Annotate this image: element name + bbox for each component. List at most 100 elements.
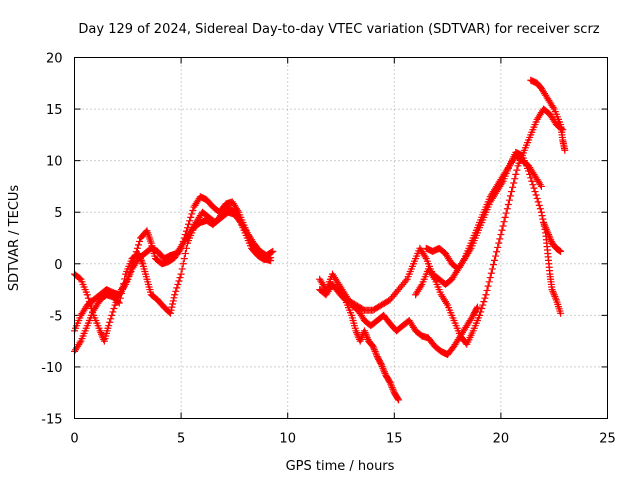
- data-point-interp: [109, 308, 117, 316]
- data-point-interp: [504, 200, 512, 208]
- data-point-interp: [189, 206, 197, 214]
- data-point: [557, 309, 565, 317]
- data-point-interp: [543, 227, 551, 235]
- data-point: [501, 213, 509, 221]
- data-point-interp: [532, 191, 540, 199]
- data-point-interp: [546, 234, 554, 242]
- series-sat-g: [412, 105, 567, 348]
- data-point-interp: [481, 294, 489, 302]
- series-sat-c: [71, 208, 277, 335]
- data-point-interp: [169, 300, 177, 308]
- data-point: [269, 247, 277, 255]
- data-point-interp: [494, 243, 502, 251]
- data-point: [356, 337, 364, 345]
- data-point-interp: [552, 294, 560, 302]
- data-point-interp: [84, 294, 92, 302]
- data-point-interp: [136, 237, 144, 245]
- series-sat-h: [422, 148, 565, 317]
- data-point-interp: [188, 210, 196, 218]
- data-point: [115, 299, 123, 307]
- data-point-interp: [175, 277, 183, 285]
- data-point-interp: [487, 269, 495, 277]
- data-point-interp: [484, 282, 492, 290]
- data-point-interp: [174, 280, 182, 288]
- data-point-interp: [486, 274, 494, 282]
- data-point-interp: [550, 291, 558, 299]
- data-point-interp: [477, 308, 485, 316]
- data-point-interp: [498, 226, 506, 234]
- data-point-interp: [379, 364, 387, 372]
- data-point-interp: [387, 382, 395, 390]
- data-point-interp: [421, 253, 429, 261]
- data-point-interp: [378, 363, 386, 371]
- series-sat-d: [316, 270, 481, 359]
- data-point-interp: [106, 318, 114, 326]
- data-point-interp: [133, 244, 141, 252]
- data-point-interp: [492, 252, 500, 260]
- data-point-interp: [536, 205, 544, 213]
- data-point-interp: [513, 166, 521, 174]
- data-point: [386, 378, 394, 386]
- data-point-interp: [541, 222, 549, 230]
- y-tick-label: 0: [54, 258, 62, 273]
- data-point-interp: [499, 222, 507, 230]
- data-point-interp: [363, 334, 371, 342]
- data-point: [540, 219, 548, 227]
- data-point-interp: [377, 359, 385, 367]
- data-point-interp: [394, 395, 402, 403]
- data-point: [177, 270, 185, 278]
- data-point-interp: [268, 248, 276, 256]
- data-point-interp: [172, 287, 180, 295]
- data-point: [360, 327, 368, 335]
- data-point-interp: [506, 192, 514, 200]
- data-point-interp: [370, 346, 378, 354]
- data-point-interp: [529, 181, 537, 189]
- data-point: [561, 146, 569, 154]
- y-tick-label: -10: [41, 361, 62, 376]
- data-point-interp: [533, 194, 541, 202]
- data-point-interp: [363, 332, 371, 340]
- data-point: [548, 286, 556, 294]
- data-point-interp: [505, 196, 513, 204]
- data-point-interp: [538, 212, 546, 220]
- data-point-interp: [362, 330, 370, 338]
- data-point-interp: [76, 339, 84, 347]
- data-point-interp: [480, 298, 488, 306]
- data-point-interp: [503, 205, 511, 213]
- data-point-interp: [491, 256, 499, 264]
- data-point-interp: [535, 201, 543, 209]
- data-point: [537, 208, 545, 216]
- data-point-interp: [500, 218, 508, 226]
- x-tick-label: 15: [386, 432, 403, 447]
- data-point-interp: [510, 179, 518, 187]
- data-point: [96, 327, 104, 335]
- data-point: [171, 291, 179, 299]
- data-point-interp: [371, 347, 379, 355]
- data-point-interp: [173, 284, 181, 292]
- data-point-interp: [479, 301, 487, 309]
- data-point-interp: [176, 274, 184, 282]
- data-point: [369, 342, 377, 350]
- data-point-interp: [389, 385, 397, 393]
- data-point: [495, 239, 503, 247]
- data-point-interp: [373, 351, 381, 359]
- y-tick-label: -15: [41, 413, 62, 428]
- data-point-interp: [498, 179, 506, 187]
- x-tick-label: 0: [70, 432, 78, 447]
- data-point-interp: [542, 225, 550, 233]
- data-point-interp: [542, 224, 550, 232]
- data-markers: [71, 76, 569, 404]
- data-point-interp: [493, 248, 501, 256]
- plot-frame: [74, 57, 608, 419]
- data-point-interp: [526, 170, 534, 178]
- data-point-interp: [107, 315, 115, 323]
- data-point: [105, 322, 113, 330]
- data-point-interp: [545, 232, 553, 240]
- data-point: [395, 396, 403, 404]
- data-point-interp: [178, 265, 186, 273]
- series-sat-a: [71, 193, 275, 345]
- data-point-interp: [502, 209, 510, 217]
- series-sat-j: [540, 219, 565, 255]
- data-point-interp: [536, 181, 544, 189]
